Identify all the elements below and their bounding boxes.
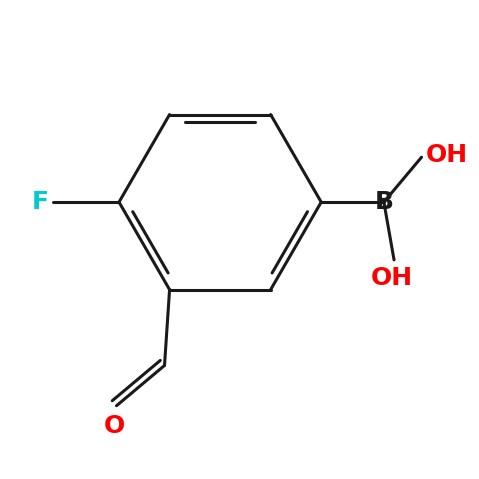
Text: B: B [375, 190, 393, 214]
Text: OH: OH [371, 266, 413, 290]
Text: O: O [104, 414, 125, 438]
Text: F: F [31, 190, 48, 214]
Text: OH: OH [426, 143, 468, 167]
